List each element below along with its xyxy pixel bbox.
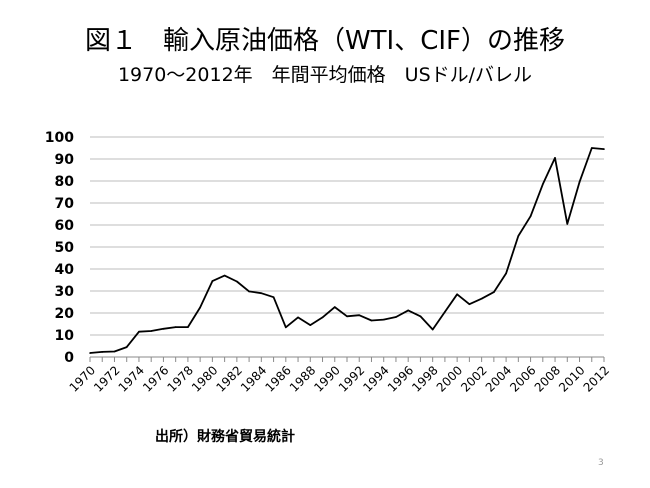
x-tick-label: 1976	[140, 363, 171, 394]
data-point	[297, 316, 299, 319]
data-point	[431, 328, 434, 331]
data-point	[272, 296, 275, 298]
data-point	[480, 297, 483, 300]
data-point	[554, 157, 556, 159]
data-point	[370, 319, 373, 322]
data-point	[236, 280, 238, 283]
y-tick-label: 20	[55, 306, 75, 322]
x-tick-label: 1980	[189, 363, 220, 394]
data-point	[493, 291, 495, 293]
y-tick-label: 10	[55, 328, 75, 344]
y-tick-label: 80	[55, 174, 75, 190]
y-tick-label: 100	[45, 130, 74, 146]
data-point	[578, 181, 581, 183]
data-point	[468, 303, 471, 306]
x-tick-label: 2002	[458, 363, 489, 394]
data-point	[89, 352, 91, 354]
x-tick-label: 2008	[532, 363, 563, 394]
data-point	[174, 326, 177, 328]
page-number: 3	[598, 458, 604, 468]
data-point	[199, 306, 201, 309]
data-point	[248, 290, 250, 293]
source-note: 出所）財務省貿易統計	[155, 429, 295, 445]
data-point	[162, 328, 165, 330]
page-title: 図１ 輸入原油価格（WTI、CIF）の推移	[84, 26, 566, 56]
x-tick-label: 1972	[91, 363, 122, 394]
y-tick-label: 40	[55, 262, 75, 278]
x-tick-label: 2006	[507, 363, 538, 394]
x-tick-label: 1996	[385, 363, 416, 394]
data-point	[223, 274, 226, 277]
data-point	[346, 315, 348, 318]
data-point	[187, 326, 189, 328]
data-point	[407, 309, 409, 312]
data-point	[542, 183, 544, 186]
x-tick-label: 1970	[67, 363, 98, 394]
data-point	[260, 292, 263, 295]
y-tick-label: 50	[55, 240, 75, 256]
x-tick-label: 2010	[556, 363, 587, 394]
x-tick-label: 1986	[262, 363, 293, 394]
data-point	[590, 147, 593, 149]
x-tick-label: 1978	[165, 363, 196, 394]
y-tick-label: 0	[64, 350, 74, 366]
x-tick-label: 1984	[238, 363, 269, 394]
x-tick-label: 2012	[581, 363, 612, 394]
x-tick-label: 1988	[287, 363, 318, 394]
y-tick-label: 60	[55, 218, 75, 234]
data-point	[603, 148, 605, 150]
data-point	[333, 306, 336, 308]
data-point	[358, 314, 361, 317]
x-tick-label: 1994	[360, 363, 391, 394]
data-point	[395, 316, 397, 318]
data-point	[505, 272, 507, 275]
x-tick-label: 1998	[409, 363, 440, 394]
data-point	[101, 351, 104, 353]
data-point	[456, 293, 458, 296]
x-tick-label: 1992	[336, 363, 367, 394]
data-point	[321, 316, 324, 319]
y-tick-label: 70	[55, 196, 75, 212]
x-tick-label: 2004	[483, 363, 514, 394]
y-tick-label: 90	[55, 152, 75, 168]
data-point	[566, 223, 569, 225]
data-point	[150, 330, 152, 332]
x-tick-label: 1982	[213, 363, 244, 394]
x-tick-label: 1990	[311, 363, 342, 394]
x-tick-label: 2000	[434, 363, 465, 394]
data-point	[444, 311, 446, 313]
data-point	[382, 318, 385, 321]
x-tick-label: 1974	[116, 363, 147, 394]
data-point	[125, 346, 128, 348]
data-point	[211, 280, 214, 282]
data-point	[309, 324, 312, 326]
series-line-0	[89, 147, 605, 354]
data-point	[285, 326, 287, 329]
data-point	[113, 350, 116, 353]
data-point	[419, 315, 422, 318]
y-tick-label: 30	[55, 284, 75, 300]
data-point	[529, 215, 532, 217]
data-point	[517, 235, 520, 237]
page-subtitle: 1970～2012年 年間平均価格 USドル/バレル	[117, 64, 533, 86]
data-point	[138, 330, 140, 333]
